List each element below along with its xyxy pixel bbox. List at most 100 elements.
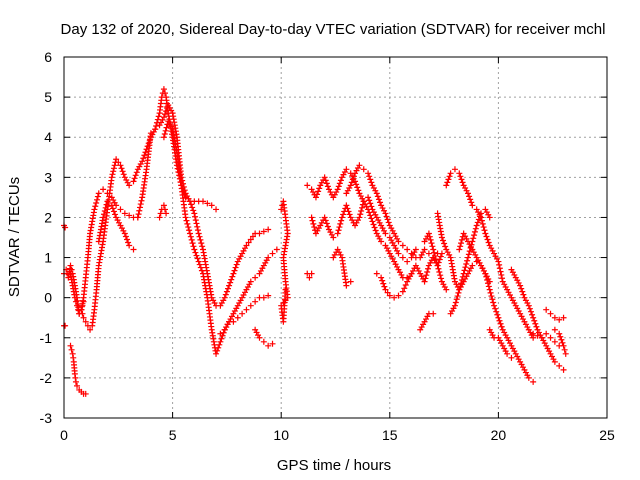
- data-point: [441, 240, 448, 247]
- data-point: [196, 261, 203, 268]
- data-point: [562, 350, 569, 357]
- data-point: [311, 224, 318, 231]
- data-point: [269, 250, 276, 257]
- data-point: [421, 246, 428, 253]
- data-point: [182, 214, 189, 221]
- data-point: [481, 227, 488, 234]
- data-point: [468, 241, 475, 248]
- data-point: [467, 244, 474, 251]
- data-point: [459, 273, 466, 280]
- data-point: [365, 206, 372, 213]
- data-point: [408, 250, 415, 257]
- data-point: [452, 299, 459, 306]
- data-point: [456, 286, 463, 293]
- data-point: [157, 210, 164, 217]
- chart-title: Day 132 of 2020, Sidereal Day-to-day VTE…: [61, 21, 606, 38]
- y-axis-title: SDTVAR / TECUs: [6, 177, 23, 297]
- data-point: [432, 256, 439, 263]
- data-point: [430, 310, 437, 317]
- data-point: [321, 174, 328, 181]
- data-point: [232, 264, 239, 271]
- data-point: [192, 217, 199, 224]
- data-point: [160, 114, 167, 121]
- data-point: [476, 213, 483, 220]
- data-point: [479, 220, 486, 227]
- data-point: [435, 265, 442, 272]
- data-point: [425, 250, 432, 257]
- data-point: [230, 270, 237, 277]
- data-point: [74, 382, 81, 389]
- data-point: [162, 127, 169, 134]
- data-point: [438, 275, 445, 282]
- data-point: [195, 230, 202, 237]
- data-point: [112, 211, 119, 218]
- data-point: [559, 339, 566, 346]
- x-axis-title: GPS time / hours: [277, 457, 391, 474]
- data-point: [465, 251, 472, 258]
- data-point: [126, 242, 133, 249]
- data-point: [372, 227, 379, 234]
- data-point: [161, 111, 168, 118]
- data-point: [421, 278, 428, 285]
- data-point: [256, 230, 263, 237]
- data-point: [499, 275, 506, 282]
- data-point: [391, 294, 398, 301]
- data-point: [194, 255, 201, 262]
- data-point: [113, 156, 120, 163]
- data-point: [475, 216, 482, 223]
- data-point: [558, 336, 565, 343]
- data-point: [534, 332, 541, 339]
- data-point: [117, 206, 124, 213]
- data-point: [343, 282, 350, 289]
- data-point: [357, 211, 364, 218]
- data-point: [230, 318, 237, 325]
- data-point: [108, 174, 115, 181]
- data-point: [517, 282, 524, 289]
- data-point: [485, 283, 492, 290]
- data-point: [265, 342, 272, 349]
- data-point: [214, 347, 221, 354]
- y-tick-label: -2: [40, 370, 53, 386]
- data-point: [220, 329, 227, 336]
- data-point: [487, 289, 494, 296]
- data-point: [95, 190, 102, 197]
- data-point: [551, 338, 558, 345]
- data-point: [91, 206, 98, 213]
- data-point: [343, 202, 350, 209]
- y-tick-label: 6: [44, 49, 52, 65]
- data-point: [163, 210, 170, 217]
- data-point: [367, 176, 374, 183]
- data-point: [100, 186, 107, 193]
- data-point: [425, 230, 432, 237]
- data-point: [453, 296, 460, 303]
- data-point: [486, 214, 493, 221]
- data-point: [445, 176, 452, 183]
- data-point: [404, 258, 411, 265]
- data-point: [198, 267, 205, 274]
- data-point: [228, 276, 235, 283]
- data-point: [72, 378, 79, 385]
- y-tick-label: 1: [44, 250, 52, 266]
- data-point: [67, 262, 74, 269]
- data-point: [482, 270, 489, 277]
- data-point: [222, 291, 229, 298]
- data-point: [482, 230, 489, 237]
- data-point: [82, 390, 89, 397]
- data-point: [486, 286, 493, 293]
- data-point: [530, 330, 537, 337]
- data-point: [152, 126, 159, 133]
- data-point: [156, 214, 163, 221]
- x-tick-label: 15: [382, 427, 398, 443]
- data-point: [120, 171, 127, 178]
- data-point: [122, 233, 129, 240]
- data-point: [68, 266, 75, 273]
- data-point: [496, 317, 503, 324]
- data-point: [485, 239, 492, 246]
- data-point: [335, 227, 342, 234]
- data-point: [395, 238, 402, 245]
- data-point: [525, 374, 532, 381]
- data-point: [126, 212, 133, 219]
- data-point: [551, 358, 558, 365]
- data-point: [323, 180, 330, 187]
- data-point: [309, 217, 316, 224]
